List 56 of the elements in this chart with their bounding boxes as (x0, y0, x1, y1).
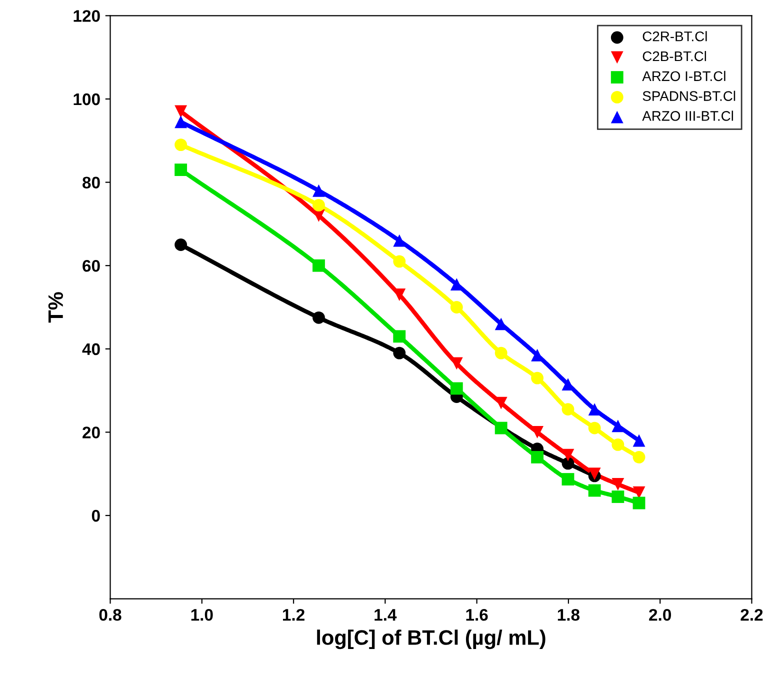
point (588, 403, 601, 416)
point (174, 116, 188, 128)
point (562, 403, 574, 416)
point (612, 478, 624, 490)
y-tick-label: 20 (82, 426, 100, 438)
point (612, 438, 624, 451)
x-tick-label: 1.8 (558, 608, 580, 621)
point (312, 184, 325, 197)
point (312, 259, 325, 272)
point (588, 484, 601, 497)
legend-label: SPADNS-BT.Cl (642, 90, 736, 101)
point (632, 434, 646, 447)
x-axis-title: log[C] of BT.Cl (µg/ mL) (317, 630, 546, 650)
point (312, 311, 325, 324)
x-tick-label: 2.0 (649, 608, 671, 621)
legend-label: ARZO III-BT.Cl (642, 110, 734, 121)
y-tick-label: 80 (82, 176, 100, 188)
point (174, 238, 188, 251)
x-tick-label: 1.0 (191, 608, 213, 621)
point (531, 372, 544, 384)
point (588, 422, 601, 434)
x-tick-label: 2.2 (740, 608, 763, 621)
y-tick-label: 40 (82, 343, 100, 356)
point (312, 198, 325, 212)
point (494, 346, 508, 360)
legend-label: C2R-BT.Cl (642, 31, 707, 42)
y-axis-title: T% (48, 292, 64, 323)
legend-label: C2B-BT.Cl (642, 50, 706, 62)
point (174, 164, 188, 176)
point (174, 138, 188, 152)
y-tick-label: 60 (82, 260, 100, 272)
point (612, 420, 624, 432)
x-tick-label: 1.4 (374, 609, 397, 621)
point (562, 473, 574, 486)
y-tick-label: 120 (74, 10, 100, 22)
point (393, 346, 406, 360)
point (494, 422, 508, 434)
point (562, 448, 574, 462)
point (562, 457, 574, 470)
y-tick-label: 100 (74, 93, 100, 106)
point (450, 382, 463, 395)
point (531, 426, 544, 438)
x-tick-label: 1.6 (466, 608, 488, 621)
legend-label: ARZO I-BT.Cl (642, 70, 726, 82)
point (632, 450, 646, 464)
y-tick-label: 0 (92, 510, 100, 522)
point (393, 234, 406, 247)
point (450, 301, 463, 314)
point (612, 490, 624, 503)
point (393, 330, 406, 343)
point (174, 105, 188, 118)
x-tick-label: 1.2 (282, 608, 304, 621)
point (393, 255, 406, 268)
point (531, 450, 544, 464)
point (632, 496, 646, 510)
x-tick-label: 0.8 (99, 608, 122, 621)
